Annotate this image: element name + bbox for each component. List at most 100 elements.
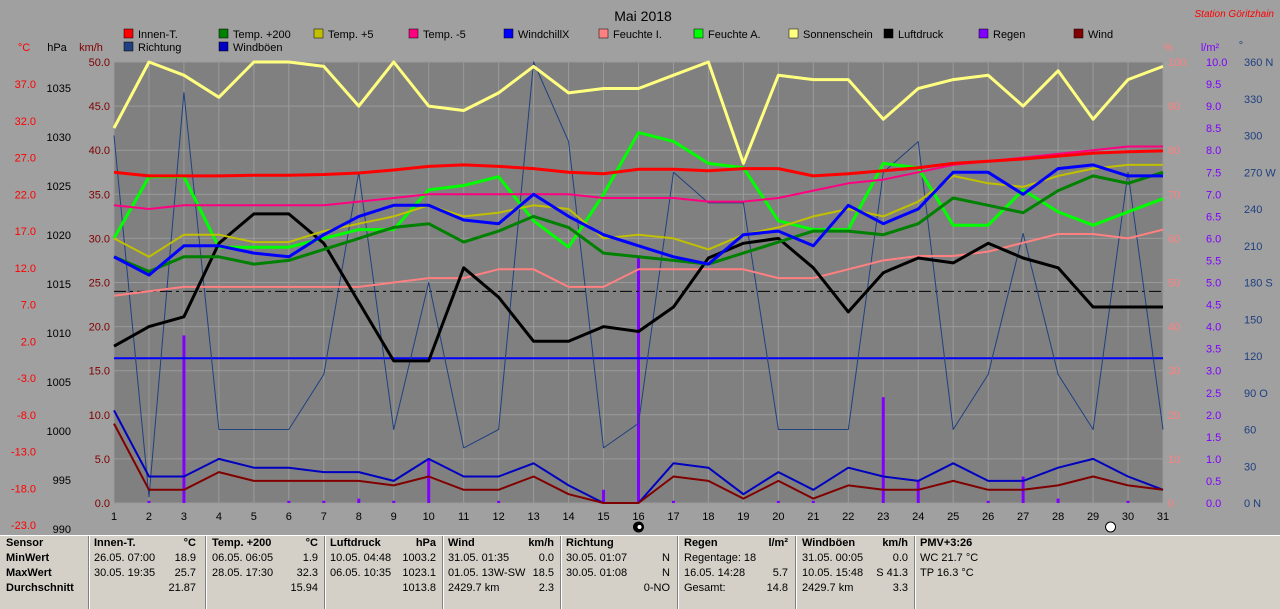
rain-bar (602, 489, 606, 503)
hpa-tick-label: 990 (53, 524, 71, 535)
direction-tick-label: 240 (1244, 204, 1262, 216)
stats-windboeen-max-ts: 10.05. 15:48 (802, 567, 864, 579)
x-tick-label: 28 (1052, 511, 1064, 523)
stats-innen-min-val: 18.9 (174, 552, 196, 564)
stats-min-label: MinWert (6, 552, 50, 564)
rain-tick-label: 5.0 (1206, 278, 1221, 290)
hpa-tick-label: 1030 (47, 132, 71, 144)
rain-tick-label: 3.5 (1206, 344, 1221, 356)
rain-tick-label: 2.5 (1206, 388, 1221, 400)
stats-wind-min-val: 0.0 (538, 552, 554, 564)
direction-tick-label: 0 N (1244, 498, 1261, 510)
rain-tick-label: 1.0 (1206, 454, 1221, 466)
temp-tick-label: -8.0 (17, 410, 36, 422)
legend-label-tm5: Temp. -5 (423, 29, 466, 41)
rain-bar (881, 397, 885, 503)
legend-label-luftdruck: Luftdruck (898, 29, 944, 41)
stats-innen-unit: °C (183, 537, 196, 549)
unit-degrees: ° (1239, 40, 1243, 52)
series-line-windchill (113, 163, 1163, 277)
x-tick-label: 20 (772, 511, 784, 523)
stats-luftdruck-unit: hPa (415, 537, 436, 549)
reference-lines (114, 290, 1163, 360)
stats-temp-column: Temp. +200 °C 06.05. 06:05 1.9 28.05. 17:3… (212, 536, 322, 609)
stats-avg-label: Durchschnitt (6, 582, 74, 594)
kmh-tick-label: 20.0 (89, 322, 110, 334)
chart-title: Mai 2018 (614, 8, 672, 24)
x-tick-label: 19 (737, 511, 749, 523)
x-tick-label: 25 (947, 511, 959, 523)
rain-bar (986, 500, 990, 503)
percent-tick-label: 10 (1168, 454, 1180, 466)
stats-richtung-min-val: N (662, 552, 670, 564)
stats-wind-title: Wind (448, 537, 475, 549)
rain-tick-label: 0.5 (1206, 476, 1221, 488)
rain-bar (1056, 498, 1060, 503)
rain-bar (916, 480, 920, 503)
temp-tick-label: 27.0 (15, 153, 36, 165)
temp-tick-label: 22.0 (15, 189, 36, 201)
rain-bar (182, 335, 186, 503)
stats-innen-column: Innen-T. °C 26.05. 07:00 18.9 30.05. 19:35… (94, 536, 200, 609)
percent-tick-label: 70 (1168, 189, 1180, 201)
legend-label-windboeen: Windböen (233, 42, 283, 54)
legend-swatch-feuchte_i (598, 28, 609, 39)
stats-luftdruck-column: Luftdruck hPa 10.05. 04:48 1003.2 06.05. 1… (330, 536, 440, 609)
stats-windboeen-avg: 3.3 (892, 582, 908, 594)
stats-luftdruck-title: Luftdruck (330, 537, 381, 549)
legend-label-richtung: Richtung (138, 42, 181, 54)
rain-bar (671, 500, 675, 503)
stats-windboeen-unit: km/h (882, 537, 908, 549)
stats-wind-column: Wind km/h 31.05. 01:35 0.0 01.05. 13W-SW 18… (448, 536, 558, 609)
stats-richtung-title: Richtung (566, 537, 614, 549)
rain-tick-label: 9.5 (1206, 79, 1221, 91)
full-moon-icon (1105, 521, 1117, 533)
rain-bar (1126, 500, 1130, 503)
stats-temp-min-ts: 06.05. 06:05 (212, 552, 274, 564)
stats-richtung-max-ts: 30.05. 01:08 (566, 567, 628, 579)
legend-swatch-innen (123, 28, 134, 39)
x-tick-label: 16 (632, 511, 644, 523)
kmh-tick-label: 50.0 (89, 57, 110, 69)
rain-tick-label: 8.0 (1206, 145, 1221, 157)
unit-kmh: km/h (79, 42, 103, 54)
stats-sensor-column: Sensor MinWert MaxWert Durchschnitt (6, 536, 88, 609)
percent-tick-label: 80 (1168, 145, 1180, 157)
direction-tick-label: 210 (1244, 241, 1262, 253)
temp-tick-label: 37.0 (15, 79, 36, 91)
legend: Innen-T. Temp. +200 Temp. +5 Temp. -5 Windch… (123, 28, 1113, 54)
stats-innen-avg: 21.87 (168, 582, 196, 594)
stats-innen-title: Innen-T. (94, 537, 136, 549)
x-tick-label: 17 (667, 511, 679, 523)
legend-label-regen: Regen (993, 29, 1025, 41)
stats-wind-max-ts: 01.05. 13W-SW (448, 567, 526, 579)
rain-tick-label: 3.0 (1206, 366, 1221, 378)
stats-luftdruck-max-val: 1023.1 (402, 567, 436, 579)
x-tick-label: 6 (286, 511, 292, 523)
rain-tick-label: 6.5 (1206, 211, 1221, 223)
temp-tick-label: 7.0 (21, 300, 36, 312)
rain-tick-label: 4.5 (1206, 300, 1221, 312)
hpa-tick-label: 995 (53, 475, 71, 487)
x-tick-label: 24 (912, 511, 924, 523)
x-tick-label: 2 (146, 511, 152, 523)
legend-swatch-t200 (218, 28, 229, 39)
stats-regen-title: Regen (684, 537, 718, 549)
percent-tick-label: 100 (1168, 57, 1186, 69)
x-tick-label: 4 (216, 511, 222, 523)
stats-regen-max-ts: 16.05. 14:28 (684, 567, 746, 579)
x-tick-label: 22 (842, 511, 854, 523)
hpa-tick-label: 1020 (47, 230, 71, 242)
stats-luftdruck-min-val: 1003.2 (402, 552, 436, 564)
x-tick-label: 7 (321, 511, 327, 523)
x-tick-label: 8 (356, 511, 362, 523)
percent-tick-label: 90 (1168, 101, 1180, 113)
weather-chart: 37.032.027.022.017.012.07.02.0-3.0-8.0-1… (11, 8, 1276, 535)
legend-swatch-richtung (123, 41, 134, 52)
series-line-feuchte_a (112, 131, 1164, 249)
x-tick-label: 26 (982, 511, 994, 523)
station-name: Station Göritzhain (1195, 9, 1275, 20)
rain-bar (392, 500, 396, 503)
legend-label-feuchte_i: Feuchte I. (613, 29, 662, 41)
series-line-wind (113, 423, 1164, 504)
